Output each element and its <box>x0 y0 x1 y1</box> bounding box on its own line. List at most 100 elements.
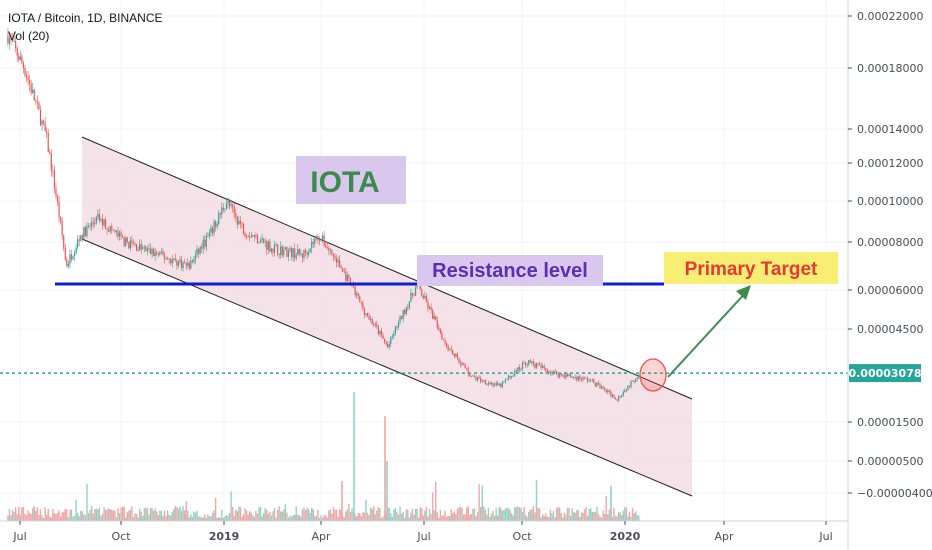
candle-body <box>70 254 73 260</box>
volume-bar <box>624 507 626 521</box>
volume-bar <box>117 508 119 521</box>
volume-bar <box>445 516 448 521</box>
volume-bar <box>84 515 87 521</box>
candle-body <box>182 261 184 269</box>
volume-bar <box>45 514 48 521</box>
time-tick-label: Apr <box>311 530 331 543</box>
volume-bar <box>151 508 153 521</box>
candle-body <box>388 344 390 348</box>
time-tick-label: Oct <box>111 530 131 543</box>
volume-bar <box>10 515 12 521</box>
time-tick-label: Jul <box>416 530 430 543</box>
candle-body <box>576 377 578 381</box>
volume-bar <box>78 516 80 521</box>
candle-body <box>399 316 401 322</box>
volume-bar <box>25 515 28 521</box>
volume-bar <box>261 516 263 521</box>
candle-body <box>208 232 211 237</box>
volume-bar <box>555 508 558 521</box>
candle-body <box>309 248 311 253</box>
candle-body <box>455 354 457 357</box>
volume-bar <box>552 510 555 521</box>
volume-bar <box>272 511 274 521</box>
volume-bar <box>470 513 473 521</box>
target-arrow-shaft <box>667 289 749 378</box>
candle-body <box>58 201 60 218</box>
volume-bar <box>154 508 156 521</box>
candle-body <box>131 240 133 244</box>
volume-bar <box>16 514 18 521</box>
volume-bar <box>355 516 358 521</box>
volume-bar <box>230 491 232 521</box>
candle-body <box>95 216 97 224</box>
candle-body <box>543 366 545 369</box>
candle-body <box>80 235 82 241</box>
candle-body <box>106 228 108 230</box>
candle-body <box>191 260 193 262</box>
volume-indicator-label: Vol (20) <box>8 29 49 43</box>
candle-body <box>625 390 627 391</box>
candle-body <box>94 223 96 225</box>
volume-bar <box>13 511 15 521</box>
volume-bar <box>138 508 141 521</box>
volume-bar <box>510 513 513 521</box>
volume-bar <box>464 514 466 521</box>
volume-bar <box>565 514 567 521</box>
volume-bar <box>605 495 607 521</box>
candle-body <box>636 377 638 380</box>
volume-bar <box>35 510 37 521</box>
volume-bar <box>197 516 200 521</box>
volume-bar <box>239 506 242 521</box>
candle-body <box>574 377 576 378</box>
candle-body <box>297 249 299 256</box>
candle-body <box>228 200 231 206</box>
candle-body <box>548 371 550 373</box>
volume-bar <box>497 515 499 521</box>
candle-body <box>500 383 502 387</box>
volume-bar <box>410 512 412 521</box>
candle-body <box>526 364 528 366</box>
candle-body <box>97 213 99 217</box>
candle-body <box>247 236 249 238</box>
volume-bar <box>121 506 124 521</box>
candle-body <box>444 339 446 344</box>
candle-body <box>481 381 483 383</box>
candle-body <box>585 377 587 379</box>
volume-bar <box>135 513 138 521</box>
volume-bar <box>309 512 311 521</box>
volume-bar <box>149 507 152 521</box>
volume-bar <box>349 511 352 521</box>
volume-bar <box>213 510 215 521</box>
candle-body <box>89 226 91 227</box>
volume-bar <box>613 507 615 521</box>
candle-body <box>160 251 162 253</box>
candle-body <box>170 259 172 264</box>
volume-bar <box>504 508 507 521</box>
candle-body <box>405 307 407 314</box>
candle-body <box>568 374 570 377</box>
time-tick-label: Apr <box>714 530 734 543</box>
candle-body <box>42 120 45 123</box>
volume-bar <box>506 507 508 521</box>
candle-body <box>301 253 304 258</box>
volume-bar <box>180 510 183 521</box>
volume-bar <box>61 512 63 521</box>
candle-body <box>346 275 348 281</box>
candle-body <box>529 360 531 363</box>
volume-bar <box>92 513 94 521</box>
volume-bar <box>569 515 572 521</box>
price-axis[interactable]: 0.00022000 0.00018000 0.00014000 0.00012000… <box>847 0 932 550</box>
candle-body <box>165 258 167 260</box>
volume-bar <box>411 508 414 521</box>
candle-body <box>334 256 336 259</box>
volume-bar <box>231 506 234 521</box>
volume-bar <box>335 509 338 521</box>
volume-bar <box>535 479 538 521</box>
volume-bar <box>422 515 425 521</box>
candle-body <box>306 252 308 255</box>
candle-body <box>373 324 375 326</box>
time-tick-label: Oct <box>512 530 532 543</box>
volume-bar <box>183 510 186 521</box>
candle-body <box>273 244 276 253</box>
